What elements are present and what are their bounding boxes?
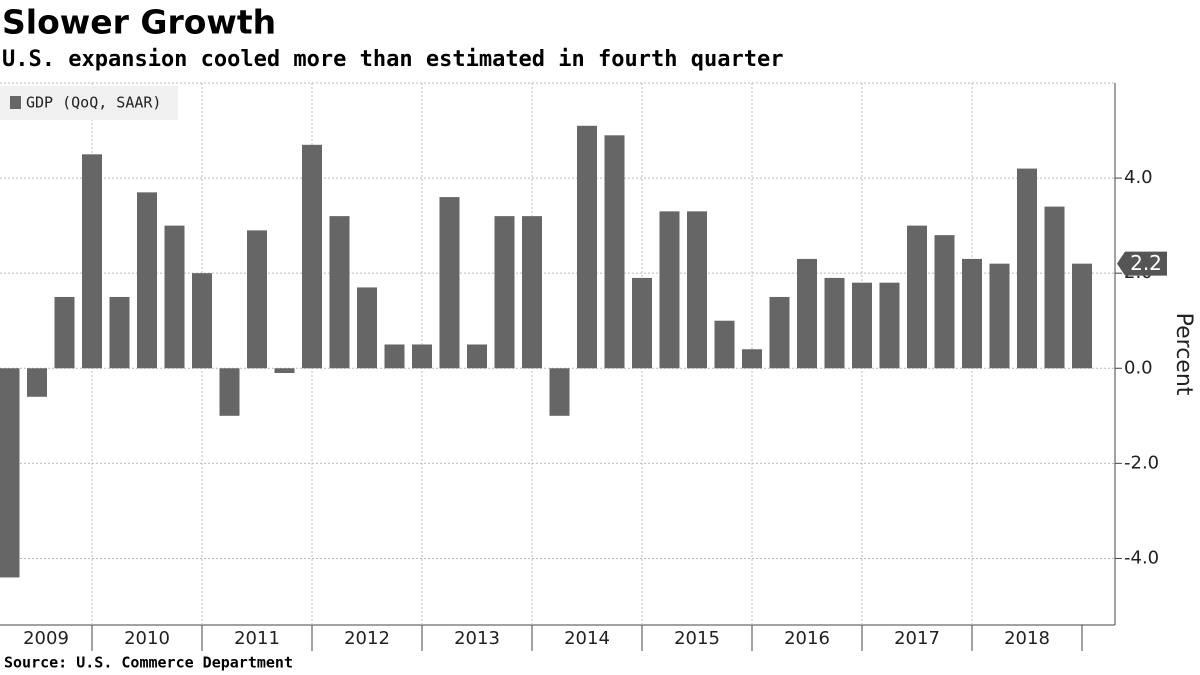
x-tick-label: 2012 [344,628,390,649]
x-tick-label: 2016 [784,628,830,649]
y-tick-label: -2.0 [1124,452,1159,473]
y-axis-label: Percent [1171,313,1196,396]
bar [962,258,982,369]
legend-box [0,86,178,120]
bar [714,320,735,369]
bar [109,296,130,369]
bar [274,368,295,374]
x-tick-label: 2009 [23,628,69,649]
bar [192,273,212,369]
y-tick-label: 4.0 [1124,167,1153,188]
x-tick-label: 2010 [124,628,170,649]
y-tick-label: 0.0 [1124,357,1153,378]
bar [769,296,790,369]
bar [934,235,955,369]
y-tick-label: -4.0 [1124,547,1159,568]
bar [137,192,157,369]
bar [357,287,377,369]
bar [879,282,900,369]
bar [1044,206,1065,369]
bar [687,211,707,369]
bar [164,225,185,369]
bar [989,263,1010,369]
bar [797,258,817,369]
bar [329,216,350,369]
bar [1017,168,1037,369]
bar [27,368,47,397]
x-tick-label: 2017 [894,628,940,649]
bar [302,144,322,369]
bar [439,197,460,369]
x-tick-label: 2013 [454,628,500,649]
x-tick-label: 2011 [234,628,280,649]
bar [852,282,872,369]
bar [494,216,515,369]
chart-title: Slower Growth [2,3,276,42]
source: Source: U.S. Commerce Department [4,654,293,672]
bar [219,368,240,416]
x-tick-label: 2015 [674,628,720,649]
x-tick-label: 2014 [564,628,610,649]
bar [577,125,597,369]
x-tick-label: 2018 [1004,628,1050,649]
bar [412,344,432,369]
bar [522,216,542,369]
bar [384,344,405,369]
bar [247,230,267,369]
bar [54,296,75,369]
bar [82,154,102,369]
bar [824,277,845,369]
legend-swatch [10,96,21,109]
bar [467,344,487,369]
value-label: 2.2 [1130,251,1162,275]
bar [604,135,625,369]
chart-subtitle: U.S. expansion cooled more than estimate… [2,47,783,72]
bar [1072,263,1092,369]
bar [632,277,652,369]
legend-label: GDP (QoQ, SAAR) [26,94,161,112]
bar [742,349,762,369]
bar [0,368,20,578]
bar [907,225,927,369]
bar [549,368,570,416]
value-callout [1117,251,1167,276]
bar [659,211,680,369]
